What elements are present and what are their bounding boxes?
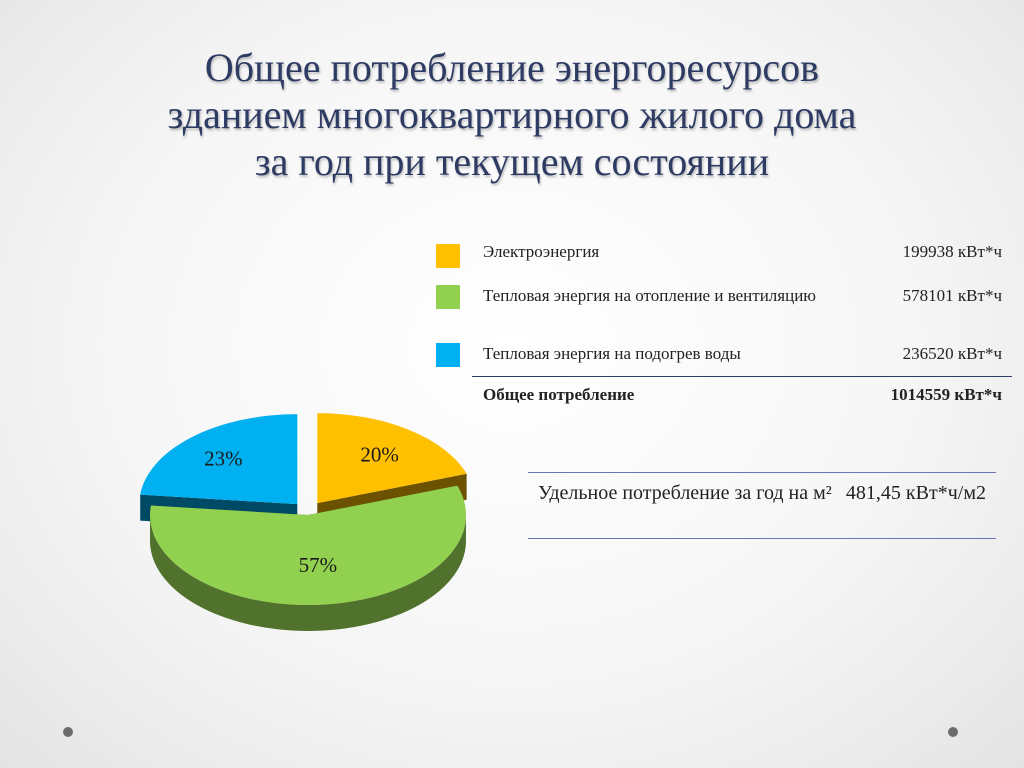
legend-value-total: 1014559 кВт*ч [890, 385, 1002, 404]
legend-swatch-heating [436, 285, 460, 309]
title-line-3: за год при текущем состоянии [254, 139, 770, 184]
legend-value-electricity: 199938 кВт*ч [902, 242, 1002, 261]
pie-label-hot-water: 23% [204, 446, 243, 470]
pie-label-electricity: 20% [360, 442, 399, 466]
pie-slice-hot-water [140, 414, 298, 505]
legend-divider [472, 376, 1012, 377]
title-line-1: Общее потребление энергоресурсов [204, 45, 820, 90]
legend-label-total: Общее потребление [483, 385, 635, 404]
pie-chart: 23% 20% 57% [140, 413, 467, 631]
specific-consumption-value: 481,45 кВт*ч/м2 [845, 482, 986, 504]
slide-dot-left [63, 727, 73, 737]
pie-tops [140, 413, 467, 605]
legend-swatch-hot-water [436, 343, 460, 367]
legend-value-hot-water: 236520 кВт*ч [902, 344, 1002, 363]
specific-consumption-label: Удельное потребление за год на м² [538, 482, 832, 504]
pie-slice-electricity [317, 413, 467, 504]
legend-swatch-electricity [436, 244, 460, 268]
page-title: Общее потребление энергоресурсов зданием… [60, 44, 964, 185]
title-line-2: зданием многоквартирного жилого дома [167, 92, 857, 137]
legend-label-electricity: Электроэнергия [483, 242, 600, 261]
legend-label-hot-water: Тепловая энергия на подогрев воды [483, 344, 741, 363]
specific-consumption-box: Удельное потребление за год на м² 481,45… [528, 472, 996, 539]
pie-label-heating: 57% [299, 553, 338, 577]
legend-value-heating: 578101 кВт*ч [902, 286, 1002, 305]
pie-labels: 23% 20% 57% [204, 442, 399, 577]
legend-label-heating: Тепловая энергия на отопление и вентиляц… [483, 286, 816, 305]
slide-dot-right [948, 727, 958, 737]
pie-rim-heating [150, 515, 466, 631]
pie-slice-heating [150, 485, 466, 605]
